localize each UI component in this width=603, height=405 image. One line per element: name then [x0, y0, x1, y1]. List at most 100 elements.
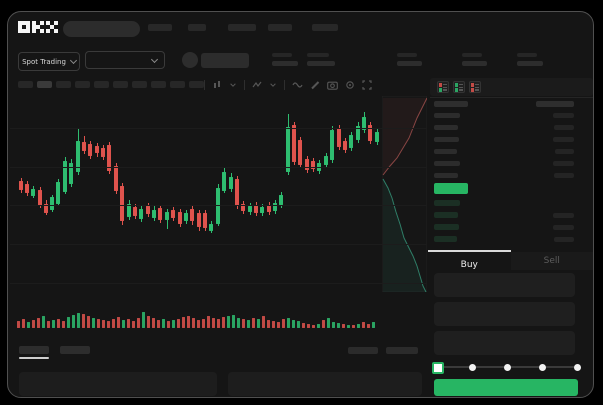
volume-bar: [197, 320, 200, 328]
orderbook-bid-row[interactable]: [430, 209, 578, 221]
icon-cell: [455, 83, 458, 87]
nav-item-placeholder[interactable]: [268, 24, 292, 31]
volume-bar: [52, 320, 55, 328]
nav-item-placeholder[interactable]: [228, 24, 256, 31]
orderbook-bid-row[interactable]: [430, 197, 578, 209]
candle-body: [235, 179, 239, 206]
tab-buy[interactable]: Buy: [460, 259, 478, 270]
buy-submit-button[interactable]: [434, 379, 578, 396]
orderbook-ask-row[interactable]: [430, 109, 578, 121]
orderbook-view-icon[interactable]: [469, 81, 481, 93]
volume-bar: [347, 325, 350, 328]
icon-cell: [439, 87, 442, 92]
volume-bar: [297, 321, 300, 328]
volume-bar: [72, 315, 75, 328]
candle-body: [120, 186, 124, 221]
bid-amount-placeholder: [553, 212, 574, 218]
volume-bar: [142, 312, 145, 328]
bid-price-placeholder: [434, 224, 459, 230]
candle-body: [146, 206, 150, 214]
candle-body: [82, 142, 86, 151]
chart-tab-placeholder[interactable]: [60, 346, 90, 354]
orderbook-bids: [430, 197, 578, 245]
indicator-icon[interactable]: [252, 80, 262, 90]
chart-tab-placeholder[interactable]: [19, 346, 49, 354]
slider-stop[interactable]: [468, 363, 476, 371]
orderbook-bid-row[interactable]: [430, 233, 578, 245]
orderbook-view-icon[interactable]: [453, 81, 465, 93]
trade-input-field[interactable]: [434, 302, 575, 326]
nav-item-placeholder[interactable]: [148, 24, 172, 31]
chevron-down-icon[interactable]: [269, 81, 277, 89]
volume-bar: [277, 322, 280, 328]
orderbook-ask-row[interactable]: [430, 121, 578, 133]
candle-body: [197, 213, 201, 227]
orderbook-ask-row[interactable]: [430, 169, 578, 181]
volume-bar: [107, 321, 110, 328]
nav-item-placeholder[interactable]: [188, 24, 206, 31]
ask-price-placeholder: [434, 148, 457, 154]
pair-selector-dropdown[interactable]: [85, 51, 165, 69]
candle-body: [165, 212, 169, 220]
ask-amount-placeholder: [554, 124, 574, 130]
volume-bar: [112, 319, 115, 328]
orderbook-bid-row[interactable]: [430, 221, 578, 233]
slider-stop[interactable]: [503, 363, 511, 371]
active-tab-underline: [19, 357, 49, 359]
wave-overlay-icon[interactable]: [292, 80, 303, 90]
timeframe-button[interactable]: [56, 81, 71, 88]
ask-amount-placeholder: [555, 148, 574, 154]
volume-bar: [182, 317, 185, 328]
divider: [244, 80, 245, 90]
volume-bar: [352, 325, 355, 328]
orderbook-ask-row[interactable]: [430, 145, 578, 157]
chart-type-icon[interactable]: [212, 80, 222, 90]
slider-stop[interactable]: [538, 363, 546, 371]
orderbook-view-icon[interactable]: [437, 81, 449, 93]
timeframe-button[interactable]: [170, 81, 185, 88]
chevron-down-icon[interactable]: [229, 81, 237, 89]
timeframe-button[interactable]: [113, 81, 128, 88]
candle-body: [248, 206, 252, 212]
trade-input-field[interactable]: [434, 331, 575, 355]
timeframe-button[interactable]: [37, 81, 52, 88]
candle-body: [203, 213, 207, 228]
candle-body: [209, 224, 213, 231]
orderbook-ask-row[interactable]: [430, 157, 578, 169]
settings-gear-icon[interactable]: [345, 80, 355, 90]
volume-bar: [87, 316, 90, 328]
trade-input-field[interactable]: [434, 273, 575, 297]
volume-bar: [102, 320, 105, 328]
volume-bar: [62, 321, 65, 328]
volume-bar: [287, 318, 290, 328]
fullscreen-icon[interactable]: [362, 80, 372, 90]
volume-bar: [337, 323, 340, 328]
timeframe-button[interactable]: [18, 81, 33, 88]
timeframe-button[interactable]: [75, 81, 90, 88]
market-type-dropdown[interactable]: Spot Trading: [18, 52, 80, 71]
last-price-badge[interactable]: [434, 183, 468, 194]
timeframe-button[interactable]: [94, 81, 109, 88]
slider-stop[interactable]: [573, 363, 581, 371]
orderbook-ask-row[interactable]: [430, 133, 578, 145]
icon-line: [475, 86, 479, 88]
tab-sell[interactable]: Sell: [510, 252, 593, 270]
search-input[interactable]: [63, 21, 140, 37]
volume-bar: [127, 319, 130, 328]
chart-action-placeholder[interactable]: [348, 347, 378, 354]
candle-body: [343, 141, 347, 150]
timeframe-button[interactable]: [189, 81, 204, 88]
nav-item-placeholder[interactable]: [312, 24, 338, 31]
volume-bar: [357, 324, 360, 328]
candle-body: [286, 127, 290, 172]
slider-handle[interactable]: [432, 362, 444, 374]
candle-body: [368, 125, 372, 141]
amount-slider[interactable]: [432, 360, 581, 374]
stat-value-placeholder: [307, 61, 335, 66]
chart-action-placeholder[interactable]: [386, 347, 418, 354]
timeframe-button[interactable]: [151, 81, 166, 88]
camera-icon[interactable]: [327, 80, 338, 90]
draw-pencil-icon[interactable]: [310, 80, 320, 90]
timeframe-button[interactable]: [132, 81, 147, 88]
